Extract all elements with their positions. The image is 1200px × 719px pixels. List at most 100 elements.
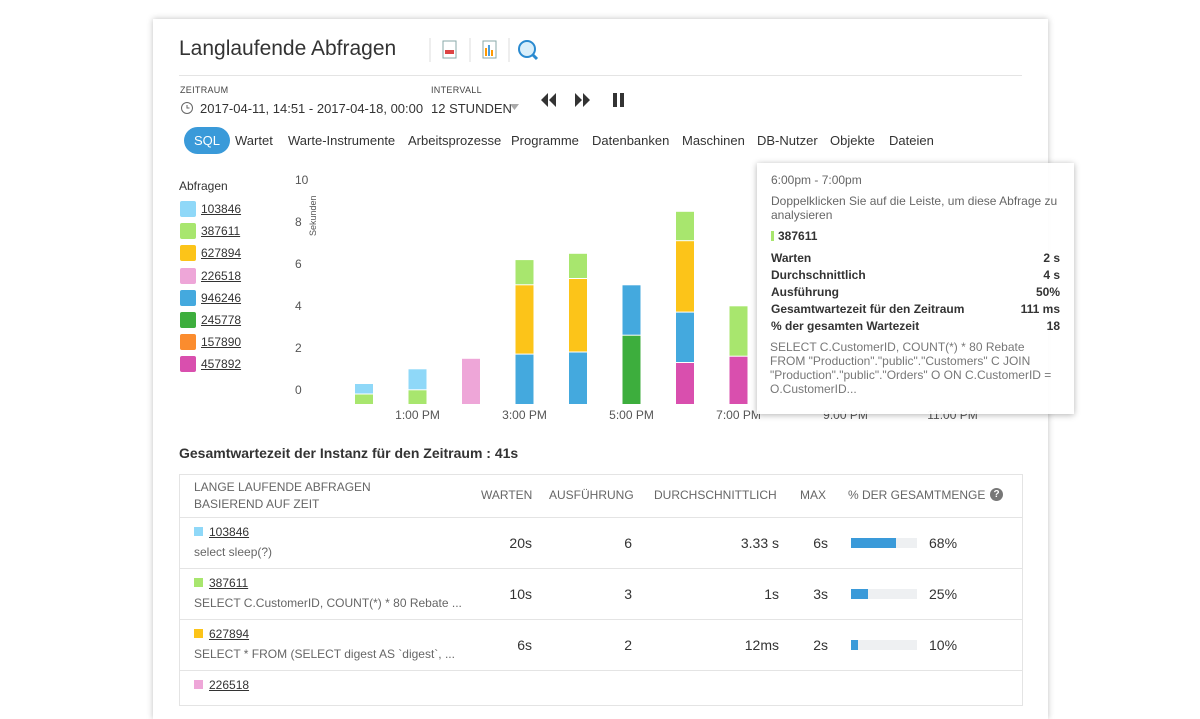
- tooltip-swatch: [771, 231, 774, 241]
- legend-swatch[interactable]: [180, 223, 196, 240]
- range-label: ZEITRAUM: [180, 85, 229, 95]
- legend-swatch[interactable]: [180, 334, 196, 351]
- column-header: WARTEN: [481, 488, 533, 502]
- cell-max: 3s: [813, 586, 828, 602]
- legend-label[interactable]: 387611: [201, 224, 241, 239]
- legend-label[interactable]: 103846: [201, 202, 242, 216]
- tooltip-row-label: % der gesamten Wartezeit: [771, 319, 920, 333]
- tab[interactable]: Maschinen: [682, 133, 745, 148]
- y-tick-label: 0: [295, 383, 302, 397]
- x-tick-label: 5:00 PM: [609, 408, 654, 422]
- tab[interactable]: Datenbanken: [592, 133, 670, 148]
- legend-swatch[interactable]: [180, 289, 196, 306]
- query-sql: select sleep(?): [194, 545, 273, 559]
- bar-segment: [622, 285, 641, 335]
- range-value[interactable]: 2017-04-11, 14:51 - 2017-04-18, 00:00: [200, 101, 424, 116]
- row-divider: [180, 568, 1022, 569]
- dropdown-caret[interactable]: [509, 102, 521, 112]
- cell-exec: 2: [624, 637, 632, 653]
- query-id[interactable]: 103846: [209, 525, 250, 539]
- help-icon[interactable]: ?: [990, 488, 1003, 501]
- query-sql: SELECT C.CustomerID, COUNT(*) * 80 Rebat…: [194, 596, 462, 610]
- pct-bar: [851, 589, 868, 599]
- row-divider: [180, 670, 1022, 671]
- pct-track: [851, 640, 917, 650]
- legend-swatch[interactable]: [180, 267, 196, 284]
- cell-wait: 20s: [509, 535, 532, 551]
- y-tick-label: 10: [295, 173, 309, 187]
- tooltip-row-value: 50%: [1035, 285, 1060, 299]
- legend-swatch[interactable]: [180, 201, 196, 217]
- bar-segment: [676, 211, 694, 241]
- cell-wait: 6s: [517, 637, 532, 653]
- query-sql: SELECT * FROM (SELECT digest AS `digest`…: [194, 647, 455, 661]
- legend-label[interactable]: 245778: [201, 313, 242, 327]
- legend-label[interactable]: 226518: [201, 268, 242, 283]
- interval-label: INTERVALL: [431, 85, 482, 95]
- bar-segment: [515, 285, 534, 354]
- tab[interactable]: Warte-Instrumente: [288, 133, 396, 148]
- y-tick-label: 6: [295, 257, 302, 271]
- tab-active[interactable]: SQL: [184, 127, 231, 154]
- tab[interactable]: Programme: [511, 133, 579, 148]
- legend-label[interactable]: 946246: [201, 290, 242, 305]
- legend-swatch[interactable]: [180, 312, 196, 328]
- legend-label[interactable]: 627894: [201, 246, 242, 261]
- bar-segment: [408, 390, 427, 404]
- x-tick-label: 7:00 PM: [716, 408, 761, 422]
- column-header: DURCHSCHNITTLICH: [654, 488, 777, 502]
- tab[interactable]: Objekte: [830, 133, 875, 148]
- cell-avg: 1s: [764, 586, 779, 602]
- bar-segment: [676, 363, 694, 404]
- tooltip: 6:00pm - 7:00pm Doppelklicken Sie auf di…: [757, 163, 1074, 414]
- bar-segment: [355, 384, 373, 394]
- pct-track: [851, 589, 917, 599]
- legend-label[interactable]: 457892: [201, 357, 242, 372]
- tooltip-row-value: 2 s: [1043, 251, 1060, 265]
- y-tick-label: 8: [295, 215, 302, 229]
- playback-controls[interactable]: [538, 91, 630, 109]
- tab[interactable]: Dateien: [889, 133, 934, 148]
- legend-swatch[interactable]: [180, 245, 196, 262]
- pct-label: 68%: [929, 535, 958, 551]
- row-swatch: [194, 578, 203, 587]
- row-swatch: [194, 527, 203, 536]
- tooltip-row-value: 18: [1046, 319, 1060, 333]
- query-id[interactable]: 226518: [209, 678, 250, 692]
- row-divider: [180, 517, 1022, 518]
- tab[interactable]: Wartet: [235, 133, 273, 148]
- column-header: AUSFÜHRUNG: [549, 488, 634, 502]
- cell-exec: 3: [624, 586, 632, 602]
- tooltip-query: 387611: [778, 229, 818, 243]
- pct-label: 10%: [929, 637, 958, 653]
- clock-icon: [181, 102, 193, 114]
- column-header: % DER GESAMTMENGE: [848, 488, 986, 502]
- tab[interactable]: DB-Nutzer: [757, 133, 818, 148]
- pct-label: 25%: [929, 586, 958, 602]
- bar-segment: [729, 306, 748, 356]
- interval-value[interactable]: 12 STUNDEN: [431, 101, 512, 116]
- y-tick-label: 2: [295, 341, 302, 355]
- row-swatch: [194, 680, 203, 689]
- bar-segment: [569, 279, 587, 352]
- bar-segment: [462, 358, 480, 404]
- bar-segment: [676, 241, 694, 312]
- bar-segment: [515, 354, 534, 404]
- bar-segment: [622, 335, 641, 404]
- divider: [179, 75, 1022, 76]
- bar-segment: [355, 394, 373, 404]
- legend-swatch[interactable]: [180, 356, 196, 373]
- cell-max: 6s: [813, 535, 828, 551]
- bar-segment: [569, 253, 587, 278]
- column-header: LANGE LAUFENDE ABFRAGEN BASIEREND AUF ZE…: [194, 480, 371, 511]
- page-title: Langlaufende Abfragen: [179, 37, 397, 60]
- tab[interactable]: Arbeitsprozesse: [408, 133, 502, 148]
- bar-segment: [729, 356, 748, 404]
- toolbar-icons[interactable]: [425, 36, 555, 66]
- query-id[interactable]: 387611: [209, 576, 249, 590]
- legend-label[interactable]: 157890: [201, 335, 242, 350]
- cell-wait: 10s: [509, 586, 532, 602]
- query-id[interactable]: 627894: [209, 627, 250, 641]
- x-tick-label: 1:00 PM: [395, 408, 440, 422]
- column-header: MAX: [800, 488, 827, 502]
